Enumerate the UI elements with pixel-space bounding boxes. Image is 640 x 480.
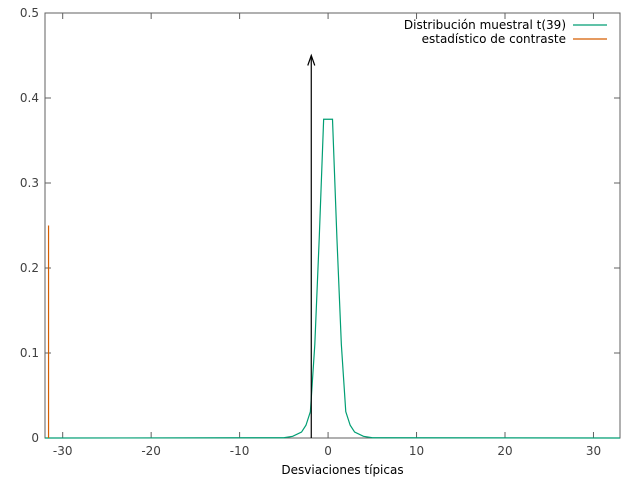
x-tick-label: -10 — [230, 444, 250, 458]
y-tick-label: 0.2 — [20, 261, 39, 275]
y-tick-label: 0 — [31, 431, 39, 445]
series-layer — [44, 118, 621, 439]
axes-frame — [44, 12, 621, 439]
y-tick-label: 0.3 — [20, 176, 39, 190]
ticks: -30 -20 -10 0 10 20 30 0 0.1 0.2 0.3 0.4 0.5 — [20, 6, 620, 458]
series-line-0 — [44, 118, 621, 439]
x-tick-label: 0 — [324, 444, 332, 458]
x-tick-label: 30 — [586, 444, 601, 458]
x-tick-label: 20 — [497, 444, 512, 458]
y-tick-label: 0.4 — [20, 91, 39, 105]
legend: Distribución muestral t(39)estadístico d… — [404, 18, 607, 46]
x-axis-label: Desviaciones típicas — [281, 463, 403, 477]
x-tick-label: -30 — [53, 444, 73, 458]
plot-frame — [44, 12, 621, 439]
x-tick-label: -20 — [141, 444, 161, 458]
x-tick-label: 10 — [409, 444, 424, 458]
legend-label-0: Distribución muestral t(39) — [404, 18, 566, 32]
y-tick-label: 0.1 — [20, 346, 39, 360]
legend-label-1: estadístico de contraste — [422, 32, 566, 46]
y-tick-label: 0.5 — [20, 6, 39, 20]
annotation-layer — [307, 53, 316, 438]
annotation-arrowhead-0 — [307, 53, 316, 66]
